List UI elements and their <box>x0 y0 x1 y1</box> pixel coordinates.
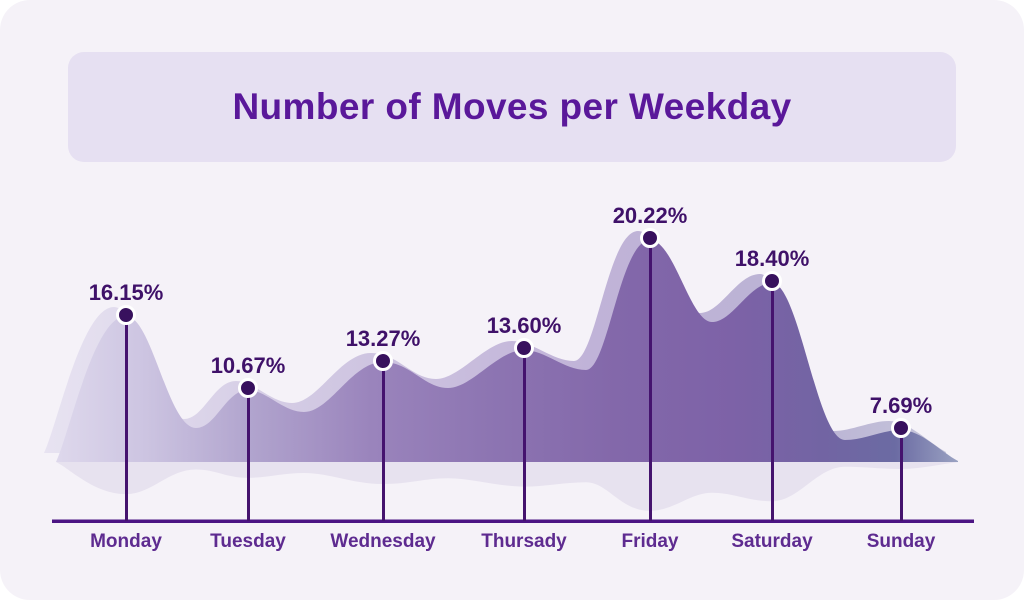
data-point-stem <box>381 361 385 521</box>
data-point-stem <box>522 348 526 521</box>
x-axis-label: Wednesday <box>330 531 436 552</box>
data-point-dot[interactable] <box>640 228 660 248</box>
data-point-stem <box>124 315 128 521</box>
data-point-dot[interactable] <box>116 305 136 325</box>
data-point-dot[interactable] <box>762 271 782 291</box>
x-axis-line <box>52 519 974 523</box>
x-axis-label: Monday <box>90 531 162 552</box>
data-point-stem <box>648 238 652 521</box>
data-point-dot[interactable] <box>238 378 258 398</box>
area-reflection <box>56 461 958 511</box>
x-axis-label: Sunday <box>866 531 936 552</box>
x-axis-label: Saturday <box>731 531 813 552</box>
x-axis-label: Friday <box>621 531 679 552</box>
data-point-dot[interactable] <box>514 338 534 358</box>
data-point-value: 16.15% <box>88 280 164 305</box>
data-point-value: 13.60% <box>486 313 562 338</box>
x-axis-label: Tuesday <box>210 531 286 552</box>
chart-title-box: Number of Moves per Weekday <box>68 52 956 162</box>
data-point-value: 7.69% <box>869 393 933 418</box>
x-axis-label: Thursady <box>481 531 567 552</box>
data-point-dot[interactable] <box>891 418 911 438</box>
data-point-stem <box>246 388 250 521</box>
data-point-value: 20.22% <box>612 203 688 228</box>
data-point-stem <box>770 281 774 521</box>
data-point-value: 18.40% <box>734 246 810 271</box>
data-point-dot[interactable] <box>373 351 393 371</box>
chart-title: Number of Moves per Weekday <box>232 86 792 127</box>
data-point-value: 10.67% <box>210 353 286 378</box>
data-point-value: 13.27% <box>345 326 421 351</box>
data-point-stem <box>899 428 903 521</box>
